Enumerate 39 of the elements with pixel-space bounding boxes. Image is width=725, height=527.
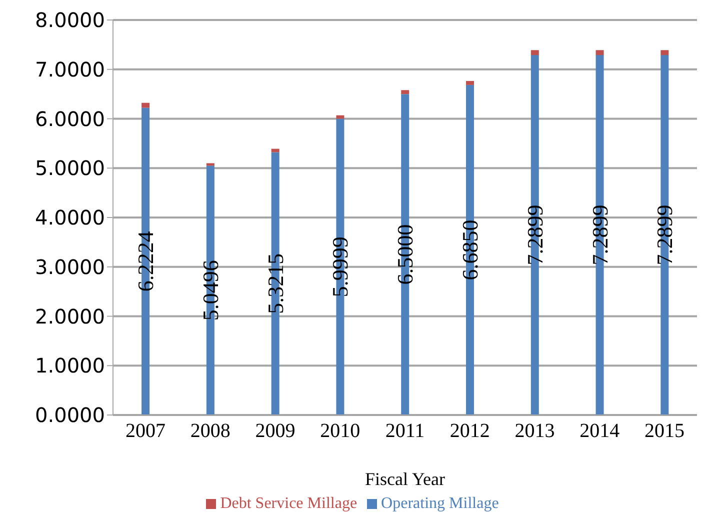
x-tick-label: 2012 <box>450 420 490 442</box>
bar <box>596 50 604 56</box>
bar <box>466 80 474 85</box>
y-tick-label: 4.0000 <box>35 206 105 230</box>
bar <box>530 50 539 56</box>
x-tick-label: 2009 <box>255 420 296 442</box>
x-tick-label: 2011 <box>385 420 425 442</box>
y-tick-label: 1.0000 <box>35 354 105 378</box>
data-label: 6.6850 <box>457 220 482 280</box>
legend-label: Operating Millage <box>381 495 499 512</box>
x-tick-label: 2010 <box>320 420 360 442</box>
data-label: 5.3215 <box>262 253 288 314</box>
data-label: 7.2899 <box>652 204 678 266</box>
bar <box>401 90 410 94</box>
bar <box>206 163 214 166</box>
data-label: 7.2899 <box>587 204 612 266</box>
y-tick-label: 6.0000 <box>35 106 105 131</box>
data-label: 6.2224 <box>133 231 158 292</box>
y-tick-label: 5.0000 <box>35 156 105 180</box>
bar <box>660 50 669 56</box>
x-tick-label: 2015 <box>644 420 685 442</box>
y-tick-label: 8.0000 <box>35 8 105 32</box>
bar <box>142 102 150 108</box>
legend-label: Debt Service Millage <box>220 495 358 512</box>
bar <box>271 148 280 152</box>
bar <box>336 115 344 119</box>
x-tick-label: 2013 <box>514 420 555 442</box>
data-label: 6.5000 <box>392 224 418 285</box>
x-tick-label: 2008 <box>190 420 230 442</box>
data-label: 5.0496 <box>198 260 223 321</box>
y-tick-label: 2.0000 <box>35 304 105 328</box>
x-tick-label: 2014 <box>580 420 620 442</box>
data-label: 7.2899 <box>522 204 548 266</box>
x-axis-title: Fiscal Year <box>365 469 446 489</box>
y-tick-label: 3.0000 <box>35 254 105 279</box>
y-tick-label: 7.0000 <box>35 57 105 82</box>
x-tick-label: 2007 <box>125 420 166 442</box>
data-label: 5.9999 <box>328 236 353 298</box>
y-tick-label: 0.0000 <box>35 403 105 428</box>
